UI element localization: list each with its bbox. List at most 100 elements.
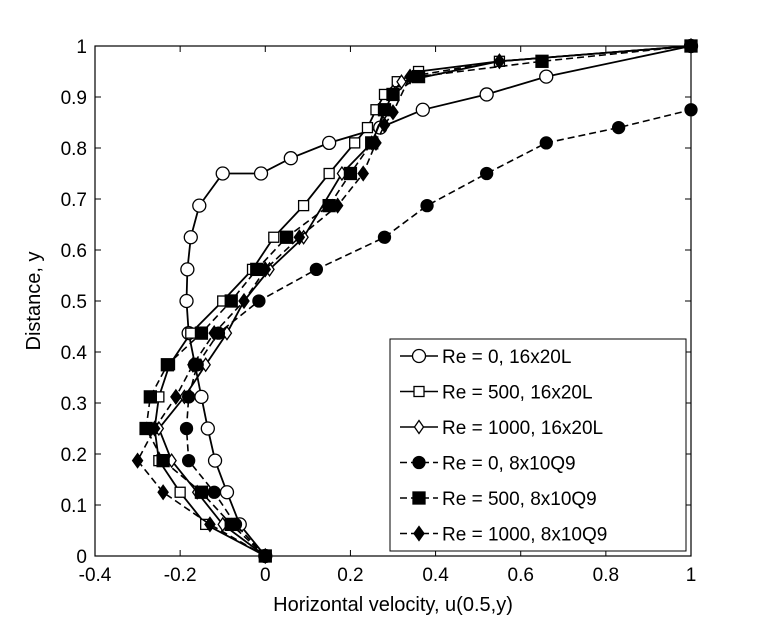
x-tick-label: -0.2 xyxy=(164,565,197,586)
data-point-diamond xyxy=(187,356,199,373)
data-point-circle xyxy=(252,294,266,308)
data-point-diamond xyxy=(157,484,169,501)
data-point-square xyxy=(268,231,280,243)
data-point-circle xyxy=(611,120,626,135)
data-point-circle xyxy=(283,151,298,166)
data-point-square xyxy=(185,327,197,339)
data-point-square xyxy=(194,326,209,340)
legend-label: Re = 0, 16x20L xyxy=(442,347,571,368)
legend-label: Re = 0, 8x10Q9 xyxy=(442,454,576,475)
y-tick-label: 0.8 xyxy=(61,139,87,160)
y-tick-label: 1 xyxy=(76,37,87,58)
x-tick-label: 0.8 xyxy=(593,565,619,586)
legend-entry: Re = 500, 8x10Q9 xyxy=(400,489,597,510)
legend: Re = 0, 16x20L Re = 500, 16x20L Re = 1000,… xyxy=(389,338,687,552)
x-tick-label: 0.2 xyxy=(337,565,363,586)
legend-label: Re = 1000, 8x10Q9 xyxy=(442,525,607,546)
data-point-diamond-legend xyxy=(413,419,425,435)
y-tick-label: 0.3 xyxy=(61,394,87,415)
data-point-square-legend xyxy=(412,491,426,505)
data-point-circle xyxy=(183,230,198,245)
x-axis: -0.4 -0.2 0 0.2 0.4 0.6 0.8 1 xyxy=(79,46,697,586)
data-point-circle xyxy=(253,166,269,181)
x-axis-label: Horizontal velocity, u(0.5,y) xyxy=(273,594,513,616)
data-point-square xyxy=(224,294,238,308)
data-point-circle xyxy=(415,102,430,117)
legend-entry: Re = 500, 16x20L xyxy=(400,383,593,404)
data-point-diamond xyxy=(404,68,416,85)
data-point-circle xyxy=(480,166,494,181)
data-point-circle xyxy=(309,262,324,277)
y-tick-label: 0 xyxy=(76,547,87,568)
x-tick-label: -0.4 xyxy=(79,565,112,586)
y-tick-label: 0.6 xyxy=(61,241,87,262)
data-point-square xyxy=(323,167,335,180)
legend-label: Re = 500, 8x10Q9 xyxy=(442,489,597,510)
data-point-square xyxy=(143,390,157,404)
legend-label: Re = 1000, 16x20L xyxy=(442,418,603,439)
y-axis: 0 0.1 0.2 0.3 0.4 0.5 0.6 0.7 0.8 0.9 1 xyxy=(61,37,691,568)
data-point-circle-legend xyxy=(411,348,427,364)
data-point-square xyxy=(174,486,186,498)
data-point-diamond xyxy=(238,292,250,310)
data-point-square xyxy=(224,517,238,532)
data-point-square xyxy=(297,199,310,212)
data-point-circle xyxy=(180,262,195,277)
data-point-square xyxy=(361,121,374,134)
x-tick-label: 1 xyxy=(686,565,697,586)
data-point-square xyxy=(194,485,209,499)
data-point-diamond xyxy=(387,104,399,121)
legend-entry: Re = 1000, 16x20L xyxy=(400,418,603,439)
data-point-circle xyxy=(479,87,494,102)
y-tick-label: 0.2 xyxy=(61,445,87,466)
legend-entry: Re = 0, 16x20L xyxy=(400,347,571,368)
data-point-circle xyxy=(194,389,209,405)
data-point-circle xyxy=(377,230,392,244)
data-point-circle xyxy=(192,198,207,213)
y-tick-label: 0.4 xyxy=(61,343,88,364)
data-point-circle xyxy=(179,421,194,436)
data-point-square xyxy=(279,230,294,244)
y-tick-label: 0.9 xyxy=(61,88,87,109)
data-point-diamond xyxy=(370,134,382,152)
data-point-diamond xyxy=(259,547,272,565)
data-point-diamond xyxy=(357,165,369,182)
x-tick-label: 0.6 xyxy=(508,565,534,586)
data-point-circle xyxy=(321,135,337,151)
data-point-circle xyxy=(179,293,194,309)
data-point-square xyxy=(349,137,361,149)
x-tick-label: 0 xyxy=(260,565,271,586)
series-layer xyxy=(131,37,699,565)
data-point-square xyxy=(160,358,175,372)
data-point-circle xyxy=(182,453,196,468)
legend-label: Re = 500, 16x20L xyxy=(442,383,593,404)
y-tick-label: 0.1 xyxy=(61,496,87,517)
data-point-circle xyxy=(207,485,221,499)
legend-entry: Re = 0, 8x10Q9 xyxy=(400,454,576,475)
data-point-square xyxy=(343,166,358,181)
y-axis-label: Distance, y xyxy=(23,252,45,351)
data-point-square xyxy=(386,87,400,102)
data-point-diamond-legend xyxy=(413,525,425,542)
legend-entries: Re = 0, 16x20L Re = 500, 16x20L Re = 1000,… xyxy=(400,347,607,546)
data-point-circle xyxy=(539,136,553,150)
data-point-diamond xyxy=(378,116,391,134)
data-point-circle xyxy=(684,103,698,117)
data-point-diamond xyxy=(259,261,272,278)
data-point-diamond xyxy=(170,388,182,405)
data-point-diamond xyxy=(131,452,144,469)
data-point-diamond xyxy=(685,37,697,55)
data-point-circle xyxy=(420,198,434,213)
data-point-circle xyxy=(215,166,230,181)
data-point-circle xyxy=(200,421,215,436)
series-5 xyxy=(139,39,698,563)
x-tick-label: 0.4 xyxy=(422,565,449,586)
data-point-circle xyxy=(182,390,196,404)
y-tick-label: 0.5 xyxy=(61,292,87,313)
legend-box xyxy=(389,338,687,552)
series-line xyxy=(185,109,692,557)
data-point-diamond xyxy=(293,229,306,246)
data-point-diamond xyxy=(148,420,161,437)
data-point-diamond xyxy=(204,516,216,533)
